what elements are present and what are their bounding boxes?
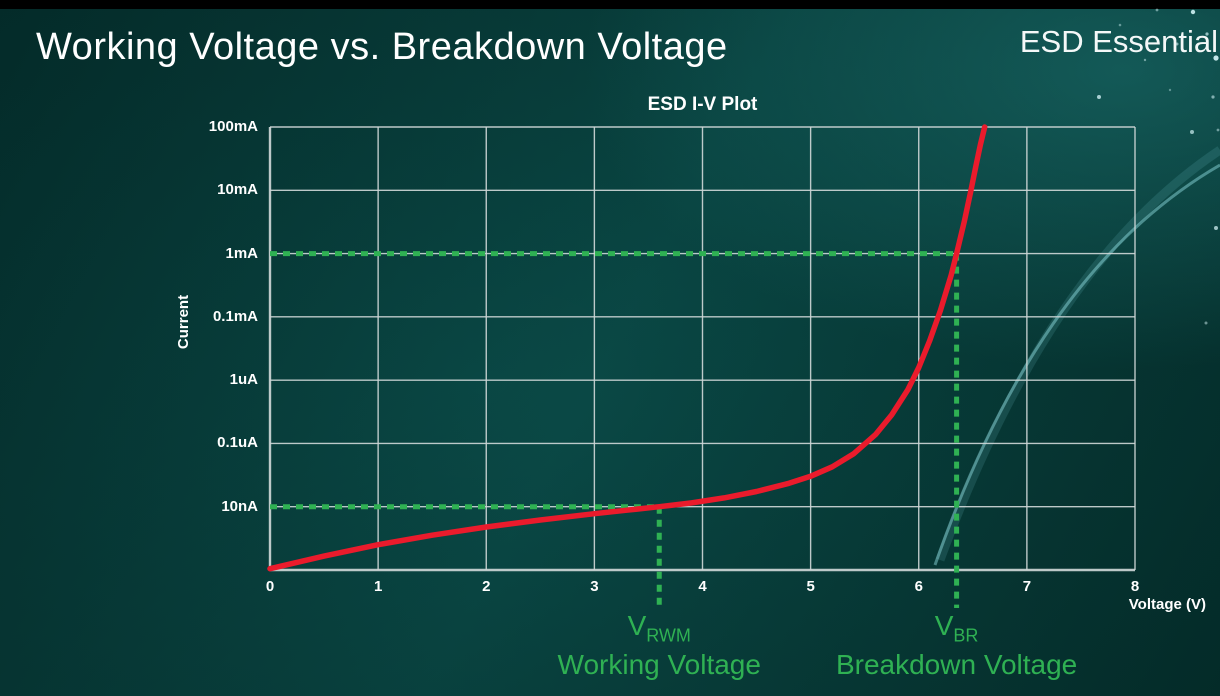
y-tick-label: 1uA	[229, 371, 258, 389]
letterbox-bar	[0, 0, 1220, 9]
x-tick-label: 2	[482, 578, 491, 595]
annotation-symbol: VRWM	[627, 610, 691, 646]
x-tick-label: 4	[698, 578, 707, 595]
annotation-vbr: VBR Breakdown Voltage	[836, 610, 1077, 681]
annotation-caption: Working Voltage	[557, 649, 761, 681]
y-tick-label: 0.1mA	[212, 307, 258, 325]
x-tick-label: 6	[914, 578, 923, 595]
y-tick-label: 100mA	[208, 118, 258, 135]
x-tick-label: 7	[1022, 578, 1032, 595]
annotation-symbol: VBR	[934, 610, 979, 646]
annotation-vrwm: VRWM Working Voltage	[558, 610, 761, 681]
y-tick-label: 0.1uA	[217, 434, 258, 452]
y-tick-label: 10mA	[217, 181, 258, 199]
chart-title: ESD I-V Plot	[647, 94, 758, 115]
x-tick-label: 8	[1130, 578, 1140, 595]
slide-title: Working Voltage vs. Breakdown Voltage	[36, 26, 728, 68]
brand-logo-text: ESD Essential	[1019, 24, 1218, 59]
x-tick-label: 1	[373, 578, 383, 595]
x-tick-label: 0	[265, 578, 275, 595]
x-tick-label: 3	[590, 578, 599, 595]
y-tick-label: 1mA	[225, 244, 258, 262]
iv-curve	[267, 124, 988, 572]
x-axis-label: Voltage (V)	[1128, 596, 1206, 613]
y-tick-label: 10nA	[221, 497, 258, 515]
x-tick-label: 5	[806, 578, 815, 595]
annotation-caption: Breakdown Voltage	[835, 649, 1078, 681]
